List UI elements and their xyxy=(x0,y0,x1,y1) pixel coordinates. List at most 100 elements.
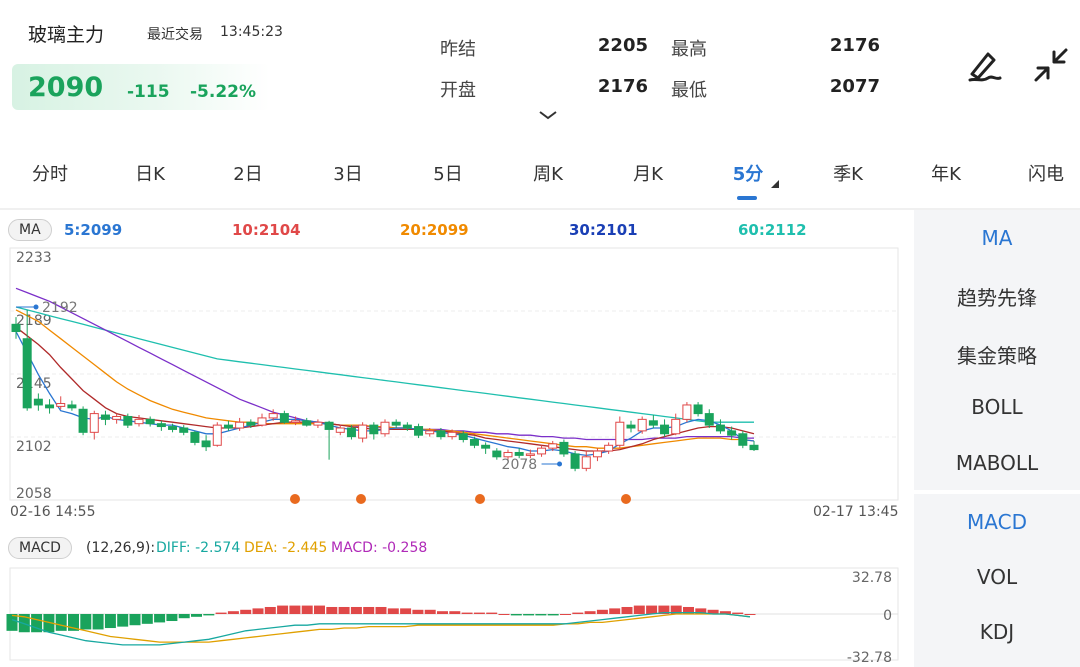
candle-body xyxy=(313,421,323,426)
candle-body xyxy=(514,451,524,456)
macd-bar xyxy=(584,611,596,614)
ma60-value: 60:2112 xyxy=(738,221,807,239)
low-marker-dot xyxy=(557,461,563,467)
indicator-panel xyxy=(914,210,1080,667)
macd-bar xyxy=(301,605,313,614)
last-price: 2090 xyxy=(28,72,104,103)
price-axis-label: 2233 xyxy=(16,250,52,266)
candle-body xyxy=(458,433,468,441)
macd-axis-label: 0 xyxy=(883,608,892,624)
tab-10[interactable]: 闪电 xyxy=(1028,164,1064,185)
macd-bar xyxy=(68,614,79,631)
candle-body xyxy=(235,421,245,429)
time-axis-end: 02-17 13:45 xyxy=(813,504,899,520)
contract-title: 玻璃主力 xyxy=(28,24,105,46)
high-marker-label: 2192 xyxy=(42,300,78,316)
price-axis-label: 2102 xyxy=(16,439,52,455)
macd-bar xyxy=(326,606,338,614)
macd-bar xyxy=(609,608,621,614)
low-value: 2077 xyxy=(829,76,880,97)
macd-bar xyxy=(473,612,485,614)
candle-body xyxy=(469,439,479,446)
open-label: 开盘 xyxy=(440,80,476,101)
macd-bar xyxy=(424,609,436,614)
macd-bar xyxy=(227,611,239,614)
macd-bar xyxy=(375,606,387,614)
tab-2[interactable]: 2日 xyxy=(233,164,263,185)
indicator-main-0[interactable]: MA xyxy=(981,226,1013,250)
candle-body xyxy=(604,444,614,452)
low-marker-label: 2078 xyxy=(502,457,538,473)
macd-bar xyxy=(117,614,129,627)
macd-bar xyxy=(350,606,362,614)
candle-body xyxy=(134,418,144,425)
candle-body xyxy=(559,441,569,455)
candle-body xyxy=(358,424,368,439)
macd-bar xyxy=(449,611,461,614)
candle-body xyxy=(436,430,446,438)
pen-draw-icon[interactable] xyxy=(962,44,1004,86)
macd-pill[interactable]: MACD xyxy=(8,537,72,559)
macd-dea: DEA: -2.445 xyxy=(244,540,328,556)
candle-body xyxy=(78,408,88,433)
divider xyxy=(0,208,1080,210)
indicator-panel-separator xyxy=(914,490,1080,494)
candle-body xyxy=(660,424,670,435)
diff-line xyxy=(11,611,751,646)
tab-dropdown-triangle-icon[interactable] xyxy=(771,180,779,188)
chevron-down-icon[interactable] xyxy=(538,108,558,122)
candle-body xyxy=(738,433,748,446)
macd-bar xyxy=(191,614,202,617)
collapse-icon[interactable] xyxy=(1030,44,1072,86)
low-label: 最低 xyxy=(671,80,707,101)
macd-bar xyxy=(178,614,190,619)
tab-1[interactable]: 日K xyxy=(135,164,165,185)
macd-bar xyxy=(535,614,547,616)
macd-bar xyxy=(203,614,215,616)
signal-dot xyxy=(475,494,485,504)
indicator-main-1[interactable]: 趋势先锋 xyxy=(957,286,1037,310)
candle-body xyxy=(548,443,558,449)
ma-pill[interactable]: MA xyxy=(8,219,52,241)
candle-body xyxy=(268,413,278,419)
macd-bar xyxy=(55,614,67,631)
open-value: 2176 xyxy=(597,76,648,97)
macd-bar xyxy=(141,614,153,624)
indicator-main-4[interactable]: MABOLL xyxy=(955,451,1039,475)
macd-bar xyxy=(461,612,473,614)
macd-value: MACD: -0.258 xyxy=(331,540,428,556)
tab-7[interactable]: 5分 xyxy=(732,164,764,185)
price-axis-label: 2058 xyxy=(16,486,52,502)
tab-0[interactable]: 分时 xyxy=(32,164,68,185)
macd-bar xyxy=(104,614,116,629)
indicator-main-2[interactable]: 集金策略 xyxy=(957,344,1037,368)
high-marker-dot xyxy=(33,304,39,310)
candle-body xyxy=(704,413,714,426)
candle-body xyxy=(67,404,77,409)
macd-chart[interactable]: 32.78 0 -32.78 xyxy=(0,562,910,667)
macd-bar xyxy=(31,614,43,633)
indicator-main-3[interactable]: BOLL xyxy=(971,395,1023,419)
tab-8[interactable]: 季K xyxy=(833,164,863,185)
tab-5[interactable]: 周K xyxy=(533,164,563,185)
macd-bar xyxy=(289,605,301,614)
tab-3[interactable]: 3日 xyxy=(333,164,363,185)
candle-body xyxy=(727,430,737,436)
indicator-sub-0[interactable]: MACD xyxy=(967,510,1027,534)
high-value: 2176 xyxy=(829,35,880,56)
active-tab-indicator xyxy=(737,196,757,200)
candle-body xyxy=(212,424,222,446)
ma20-value: 20:2099 xyxy=(400,221,469,239)
candle-body xyxy=(570,453,580,469)
tab-9[interactable]: 年K xyxy=(931,164,961,185)
tab-4[interactable]: 5日 xyxy=(433,164,463,185)
candle-body xyxy=(11,323,21,333)
candle-body xyxy=(414,426,424,436)
indicator-sub-1[interactable]: VOL xyxy=(976,565,1018,589)
macd-bar xyxy=(498,614,510,615)
macd-bar xyxy=(277,605,289,614)
indicator-sub-2[interactable]: KDJ xyxy=(979,620,1015,644)
tab-6[interactable]: 月K xyxy=(633,164,663,185)
candle-body xyxy=(89,413,99,433)
